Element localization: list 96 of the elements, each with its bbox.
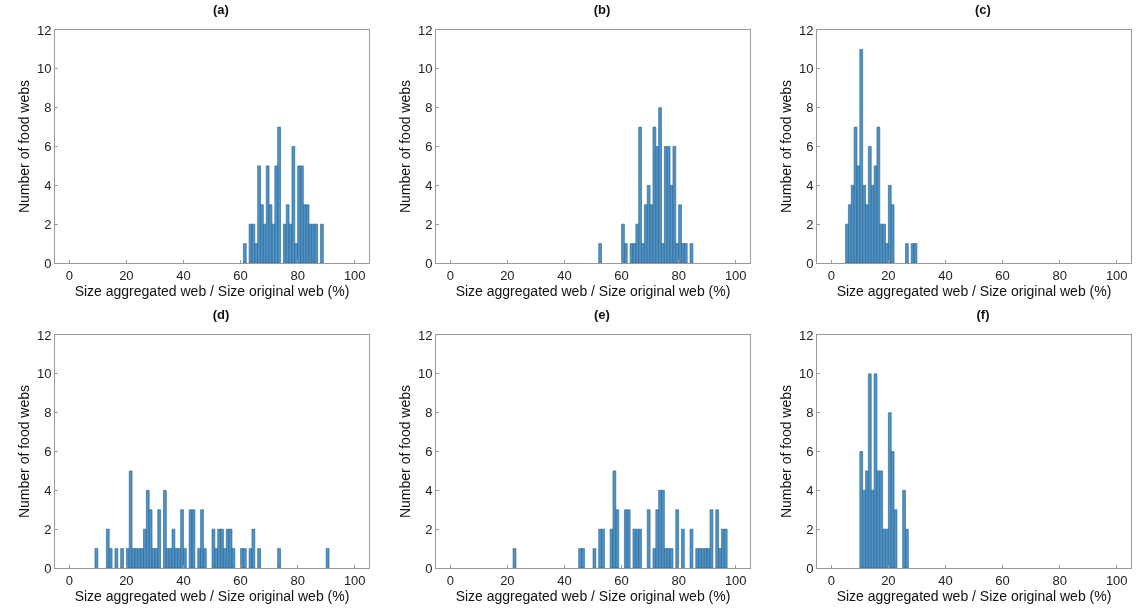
x-axis-title: Size aggregated web / Size original web (%) <box>74 587 350 604</box>
y-tick-label: 2 <box>44 216 52 232</box>
x-axis-title: Size aggregated web / Size original web (%) <box>455 282 731 299</box>
x-tick-label: 40 <box>557 572 572 588</box>
y-tick-label: 8 <box>425 100 433 116</box>
y-tick-label: 2 <box>806 521 814 537</box>
x-tick-label: 60 <box>233 267 248 283</box>
x-tick-label: 20 <box>500 572 515 588</box>
x-tick-label: 80 <box>290 267 305 283</box>
y-tick-label: 2 <box>806 216 814 232</box>
x-tick-label: 80 <box>671 572 686 588</box>
y-tick-label: 8 <box>806 405 814 421</box>
y-tick-label: 4 <box>806 177 814 193</box>
x-tick-label: 80 <box>671 267 686 283</box>
y-tick-label: 8 <box>425 405 433 421</box>
x-tick-label: 0 <box>65 267 73 283</box>
y-tick-label: 12 <box>36 327 52 343</box>
x-tick-label: 20 <box>881 267 896 283</box>
y-tick-label: 12 <box>798 22 814 38</box>
y-tick-label: 4 <box>806 482 814 498</box>
x-tick-label: 80 <box>290 572 305 588</box>
y-tick-label: 6 <box>806 444 814 460</box>
y-axis-title: Number of food webs <box>15 79 32 214</box>
x-tick-label: 20 <box>881 572 896 588</box>
y-tick-label: 8 <box>44 100 52 116</box>
x-tick-label: 20 <box>119 267 134 283</box>
y-tick-label: 8 <box>806 100 814 116</box>
y-tick-label: 4 <box>44 177 52 193</box>
x-tick-label: 0 <box>827 267 835 283</box>
chart-title: (e) <box>594 306 610 322</box>
x-tick-label: 60 <box>614 572 629 588</box>
y-tick-label: 0 <box>806 560 814 576</box>
y-axis-title: Number of food webs <box>777 79 794 214</box>
x-tick-label: 0 <box>827 572 835 588</box>
x-tick-label: 60 <box>995 572 1010 588</box>
x-tick-label: 0 <box>65 572 73 588</box>
y-tick-label: 12 <box>417 22 433 38</box>
y-tick-label: 0 <box>44 560 52 576</box>
y-tick-label: 0 <box>425 560 433 576</box>
x-tick-label: 100 <box>724 572 747 588</box>
x-axis-title: Size aggregated web / Size original web (%) <box>74 282 350 299</box>
x-tick-label: 40 <box>938 267 953 283</box>
y-tick-label: 2 <box>44 521 52 537</box>
y-tick-label: 10 <box>36 61 52 77</box>
y-tick-label: 6 <box>425 139 433 155</box>
y-tick-label: 10 <box>798 61 814 77</box>
y-axis-title: Number of food webs <box>396 384 413 519</box>
x-axis-title: Size aggregated web / Size original web (%) <box>836 282 1112 299</box>
y-tick-label: 0 <box>806 255 814 271</box>
x-tick-label: 100 <box>1105 267 1128 283</box>
y-tick-label: 4 <box>425 177 433 193</box>
y-tick-label: 10 <box>798 366 814 382</box>
x-tick-label: 80 <box>1052 267 1067 283</box>
y-tick-label: 4 <box>44 482 52 498</box>
chart-title: (d) <box>212 306 230 322</box>
x-tick-label: 40 <box>176 572 191 588</box>
x-tick-label: 0 <box>446 267 454 283</box>
chart-title: (a) <box>213 1 229 17</box>
x-axis-title: Size aggregated web / Size original web (%) <box>836 587 1112 604</box>
x-tick-label: 40 <box>557 267 572 283</box>
y-tick-label: 10 <box>417 61 433 77</box>
y-axis-title: Number of food webs <box>15 384 32 519</box>
y-tick-label: 2 <box>425 216 433 232</box>
y-tick-label: 10 <box>417 366 433 382</box>
y-tick-label: 2 <box>425 521 433 537</box>
y-tick-label: 12 <box>417 327 433 343</box>
y-tick-label: 4 <box>425 482 433 498</box>
chart-title: (f) <box>976 306 990 322</box>
y-tick-label: 12 <box>798 327 814 343</box>
x-tick-label: 100 <box>724 267 747 283</box>
y-tick-label: 0 <box>425 255 433 271</box>
chart-title: (b) <box>593 1 611 17</box>
x-tick-label: 100 <box>343 267 366 283</box>
y-tick-label: 0 <box>44 255 52 271</box>
y-tick-label: 6 <box>425 444 433 460</box>
x-tick-label: 60 <box>233 572 248 588</box>
y-tick-label: 6 <box>44 139 52 155</box>
x-tick-label: 20 <box>119 572 134 588</box>
x-axis-title: Size aggregated web / Size original web (%) <box>455 587 731 604</box>
x-tick-label: 100 <box>1105 572 1128 588</box>
x-tick-label: 60 <box>995 267 1010 283</box>
x-tick-label: 60 <box>614 267 629 283</box>
x-tick-label: 20 <box>500 267 515 283</box>
y-axis-title: Number of food webs <box>396 79 413 214</box>
y-tick-label: 6 <box>806 139 814 155</box>
x-tick-label: 80 <box>1052 572 1067 588</box>
x-tick-label: 100 <box>343 572 366 588</box>
y-tick-label: 8 <box>44 405 52 421</box>
x-tick-label: 40 <box>176 267 191 283</box>
x-tick-label: 40 <box>938 572 953 588</box>
y-tick-label: 12 <box>36 22 52 38</box>
y-tick-label: 10 <box>36 366 52 382</box>
x-tick-label: 0 <box>446 572 454 588</box>
y-tick-label: 6 <box>44 444 52 460</box>
y-axis-title: Number of food webs <box>777 384 794 519</box>
chart-title: (c) <box>975 1 991 17</box>
